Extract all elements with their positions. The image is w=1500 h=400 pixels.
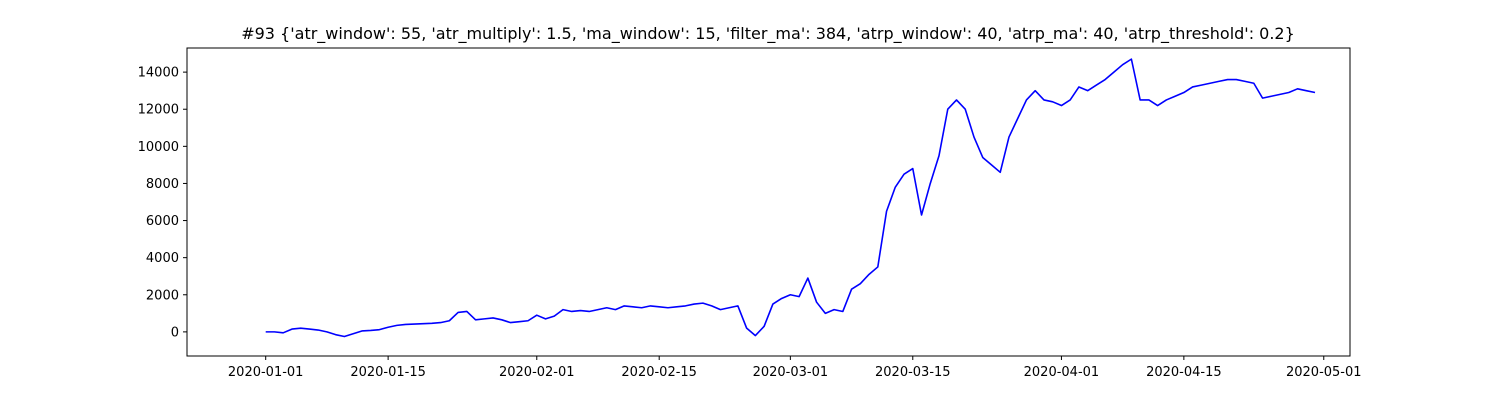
y-tick-label: 10000	[138, 140, 179, 155]
series-line-0	[265, 58, 1316, 338]
y-tick-label: 4000	[146, 251, 179, 266]
chart-title: #93 {'atr_window': 55, 'atr_multiply': 1…	[241, 24, 1295, 44]
x-tick-label: 2020-02-01	[499, 365, 575, 380]
plot-area: 2020-01-01 2020-01-15 2020-02-01 2020-02-15…	[138, 47, 1362, 380]
x-tick-label: 2020-04-15	[1146, 365, 1222, 380]
y-tick-label: 8000	[146, 177, 179, 192]
x-tick-label: 2020-01-15	[350, 365, 426, 380]
series-group	[265, 58, 1316, 338]
y-tick-label: 14000	[138, 66, 179, 81]
x-tick-label: 2020-04-01	[1024, 365, 1100, 380]
x-tick-label: 2020-03-01	[753, 365, 829, 380]
plot-frame	[186, 47, 1351, 357]
y-tick-label: 2000	[146, 288, 179, 303]
y-tick-label: 12000	[138, 103, 179, 118]
x-axis: 2020-01-01 2020-01-15 2020-02-01 2020-02-15…	[228, 356, 1362, 380]
y-tick-label: 0	[171, 325, 179, 340]
y-tick-label: 6000	[146, 214, 179, 229]
y-axis: 0 2000 4000 6000 8000 10000 12000 14000	[138, 66, 187, 340]
x-tick-label: 2020-01-01	[228, 365, 304, 380]
x-tick-label: 2020-02-15	[621, 365, 697, 380]
x-tick-label: 2020-03-15	[875, 365, 951, 380]
x-tick-label: 2020-05-01	[1286, 365, 1362, 380]
